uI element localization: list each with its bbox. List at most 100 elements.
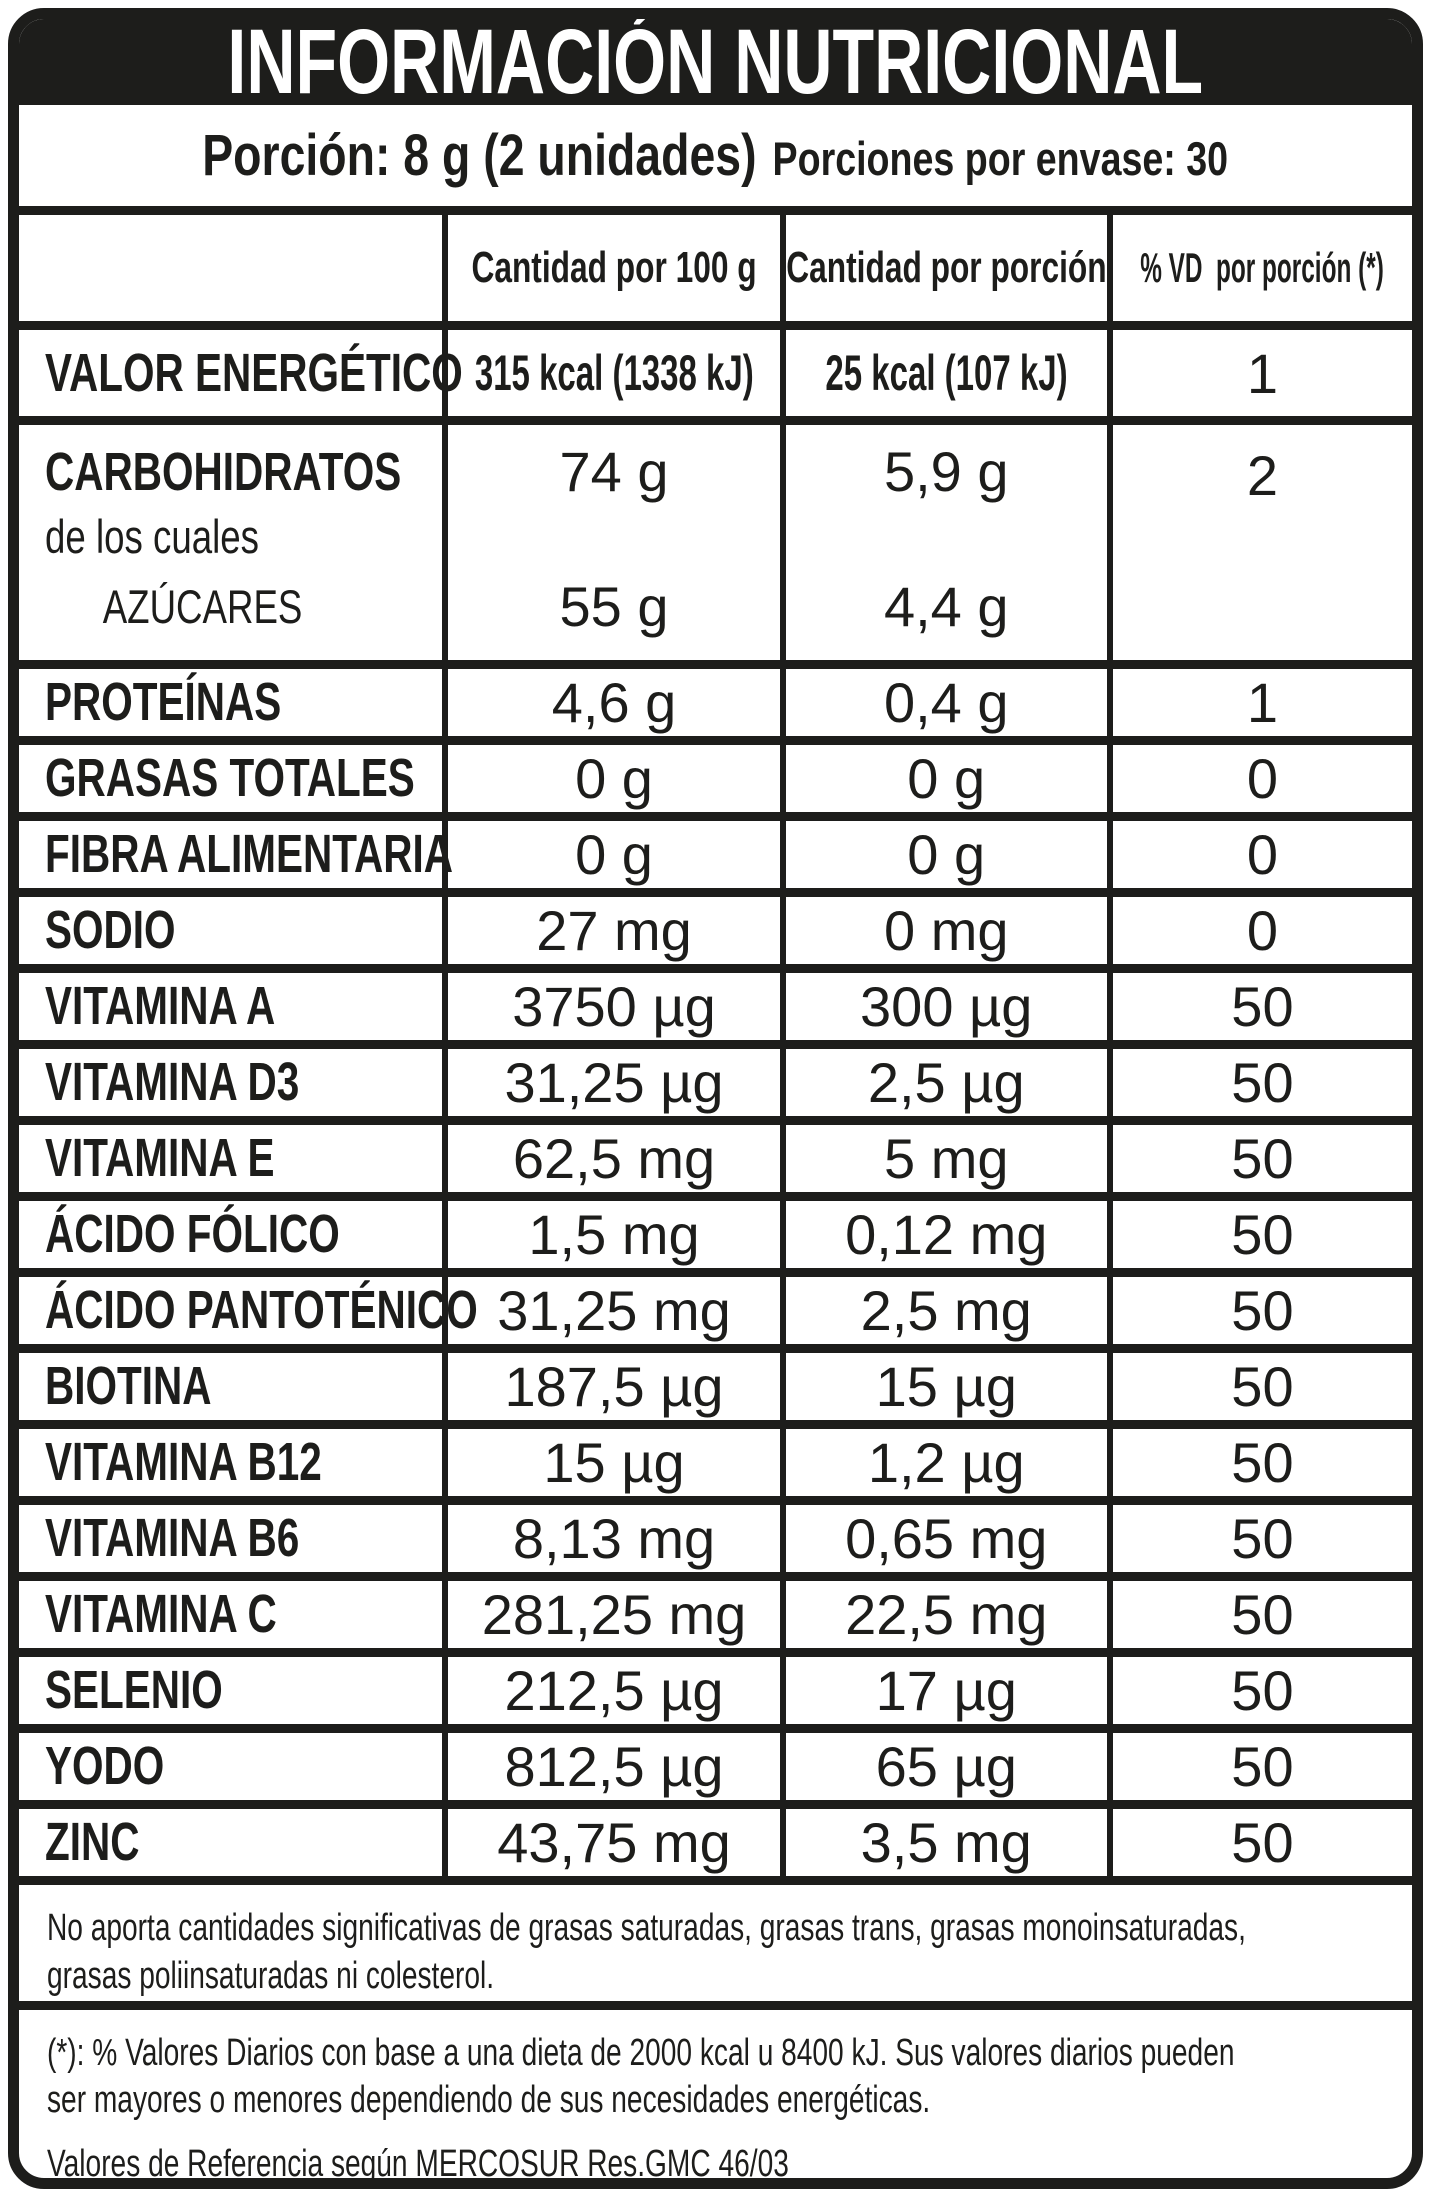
table-row: BIOTINA 187,5 µg 15 µg 50 xyxy=(19,1343,1412,1420)
value-percent-dv: 50 xyxy=(1106,1200,1412,1268)
nutrient-name: GRASAS TOTALES xyxy=(45,748,415,809)
nutrient-name: SODIO xyxy=(45,900,176,961)
value-per-portion: 0,12 mg xyxy=(779,1200,1107,1268)
value-per-100g: 315 kcal (1338 kJ) xyxy=(442,330,779,416)
nutrient-name: ÁCIDO PANTOTÉNICO xyxy=(45,1280,478,1341)
value-percent-dv: 1 xyxy=(1106,330,1412,416)
value-per-portion: 2,5 mg xyxy=(779,1276,1107,1344)
value-per-portion: 17 µg xyxy=(779,1656,1107,1724)
nutrient-name: CARBOHIDRATOS xyxy=(45,441,402,502)
portion-line: Porción: 8 g (2 unidades) Porciones por e… xyxy=(203,122,1229,189)
table-row: VITAMINA B6 8,13 mg 0,65 mg 50 xyxy=(19,1495,1412,1572)
nutrient-name: VITAMINA A xyxy=(45,976,276,1037)
value-percent-dv: 50 xyxy=(1106,1504,1412,1572)
nutrient-name: FIBRA ALIMENTARIA xyxy=(45,824,453,885)
value-per-100g: 187,5 µg xyxy=(442,1352,779,1420)
value-percent-dv: 1 xyxy=(1106,668,1412,736)
nutrient-name: BIOTINA xyxy=(45,1356,212,1417)
table-row: ÁCIDO FÓLICO 1,5 mg 0,12 mg 50 xyxy=(19,1191,1412,1268)
table-row: VITAMINA C 281,25 mg 22,5 mg 50 xyxy=(19,1571,1412,1648)
table-row: VITAMINA D3 31,25 µg 2,5 µg 50 xyxy=(19,1039,1412,1116)
value-per-portion: 0 mg xyxy=(779,896,1107,964)
nutrient-name: ÁCIDO FÓLICO xyxy=(45,1204,340,1265)
nutrient-name: PROTEÍNAS xyxy=(45,672,282,733)
value-per-100g: 8,13 mg xyxy=(442,1504,779,1572)
table-row: VITAMINA B12 15 µg 1,2 µg 50 xyxy=(19,1419,1412,1496)
value-percent-dv: 0 xyxy=(1106,896,1412,964)
table-row: ÁCIDO PANTOTÉNICO 31,25 mg 2,5 mg 50 xyxy=(19,1267,1412,1344)
value-percent-dv: 50 xyxy=(1106,1048,1412,1116)
nutrient-name: VITAMINA B6 xyxy=(45,1508,300,1569)
table-row: SELENIO 212,5 µg 17 µg 50 xyxy=(19,1647,1412,1724)
value-per-100g: 43,75 mg xyxy=(442,1808,779,1876)
daily-values-text: (*): % Valores Diarios con base a una di… xyxy=(47,2031,1235,2122)
nutrient-name: SELENIO xyxy=(45,1660,223,1721)
value-per-portion: 15 µg xyxy=(779,1352,1107,1420)
header-empty-cell xyxy=(19,215,442,321)
value-per-100g: 31,25 mg xyxy=(442,1276,779,1344)
nutrient-name: VITAMINA B12 xyxy=(45,1432,322,1493)
value-per-100g: 212,5 µg xyxy=(442,1656,779,1724)
table-row: PROTEÍNAS 4,6 g 0,4 g 1 xyxy=(19,659,1412,736)
sugars-label: AZÚCARES xyxy=(102,579,303,633)
value-percent-dv: 50 xyxy=(1106,1124,1412,1192)
value-per-portion: 25 kcal (107 kJ) xyxy=(779,330,1107,416)
value-percent-dv: 0 xyxy=(1106,820,1412,888)
nutrient-name: VALOR ENERGÉTICO xyxy=(45,343,463,403)
nutrient-name: VITAMINA D3 xyxy=(45,1052,300,1113)
value-per-100g: 27 mg xyxy=(442,896,779,964)
value-per-100g: 15 µg xyxy=(442,1428,779,1496)
value-per-portion: 1,2 µg xyxy=(779,1428,1107,1496)
portions-per-container: Porciones por envase: 30 xyxy=(772,132,1229,185)
table-header-row: Cantidad por 100 g Cantidad por porción … xyxy=(19,215,1412,321)
value-per-portion: 65 µg xyxy=(779,1732,1107,1800)
value-per-100g: 4,6 g xyxy=(442,668,779,736)
value-per-portion: 0,4 g xyxy=(779,668,1107,736)
table-row-carbohydrates: CARBOHIDRATOS de los cuales AZÚCARES 74 … xyxy=(19,416,1412,660)
value-percent-dv: 50 xyxy=(1106,1808,1412,1876)
portion-serving: Porción: 8 g (2 unidades) xyxy=(202,123,757,188)
value-percent-dv: 2 xyxy=(1106,425,1412,660)
table-row: GRASAS TOTALES 0 g 0 g 0 xyxy=(19,735,1412,812)
value-per-100g: 62,5 mg xyxy=(442,1124,779,1192)
value-per-portion: 5,9 g 4,4 g xyxy=(779,425,1107,660)
nutrient-name: VITAMINA C xyxy=(45,1584,277,1645)
value-per-portion: 300 µg xyxy=(779,972,1107,1040)
value-per-100g: 1,5 mg xyxy=(442,1200,779,1268)
value-per-100g: 0 g xyxy=(442,744,779,812)
value-percent-dv: 0 xyxy=(1106,744,1412,812)
value-per-portion: 5 mg xyxy=(779,1124,1107,1192)
table-row: FIBRA ALIMENTARIA 0 g 0 g 0 xyxy=(19,811,1412,888)
value-per-portion: 0 g xyxy=(779,820,1107,888)
value-percent-dv: 50 xyxy=(1106,1276,1412,1344)
nutrient-name: YODO xyxy=(45,1736,165,1797)
value-per-100g: 812,5 µg xyxy=(442,1732,779,1800)
value-per-100g: 74 g 55 g xyxy=(442,425,779,660)
value-percent-dv: 50 xyxy=(1106,1580,1412,1648)
note-daily-values: (*): % Valores Diarios con base a una di… xyxy=(19,2000,1412,2186)
table-row: VITAMINA E 62,5 mg 5 mg 50 xyxy=(19,1115,1412,1192)
header-per-portion: Cantidad por porción xyxy=(779,215,1107,321)
nutrition-label: INFORMACIÓN NUTRICIONAL Porción: 8 g (2 … xyxy=(8,8,1423,2189)
value-per-portion: 0,65 mg xyxy=(779,1504,1107,1572)
value-percent-dv: 50 xyxy=(1106,1732,1412,1800)
header-percent-dv: % VD por porción (*) xyxy=(1106,215,1412,321)
table-row: SODIO 27 mg 0 mg 0 xyxy=(19,887,1412,964)
value-percent-dv: 50 xyxy=(1106,1656,1412,1724)
table-row: YODO 812,5 µg 65 µg 50 xyxy=(19,1723,1412,1800)
header-per-100g: Cantidad por 100 g xyxy=(442,215,779,321)
value-per-portion: 2,5 µg xyxy=(779,1048,1107,1116)
table-row: ZINC 43,75 mg 3,5 mg 50 xyxy=(19,1799,1412,1876)
sugars-per-portion: 4,4 g xyxy=(883,574,1009,638)
portion-row: Porción: 8 g (2 unidades) Porciones por e… xyxy=(19,105,1412,215)
value-percent-dv: 50 xyxy=(1106,972,1412,1040)
table-row: VITAMINA A 3750 µg 300 µg 50 xyxy=(19,963,1412,1040)
reference-text: Valores de Referencia según MERCOSUR Res… xyxy=(47,2143,789,2186)
sugars-per-100g: 55 g xyxy=(559,574,669,638)
value-per-100g: 0 g xyxy=(442,820,779,888)
value-percent-dv: 50 xyxy=(1106,1352,1412,1420)
note-no-significant-amounts: No aporta cantidades significativas de g… xyxy=(19,1875,1412,2001)
carbs-sublabel: de los cuales xyxy=(45,510,259,563)
nutrient-name: VITAMINA E xyxy=(45,1128,275,1189)
value-per-portion: 0 g xyxy=(779,744,1107,812)
